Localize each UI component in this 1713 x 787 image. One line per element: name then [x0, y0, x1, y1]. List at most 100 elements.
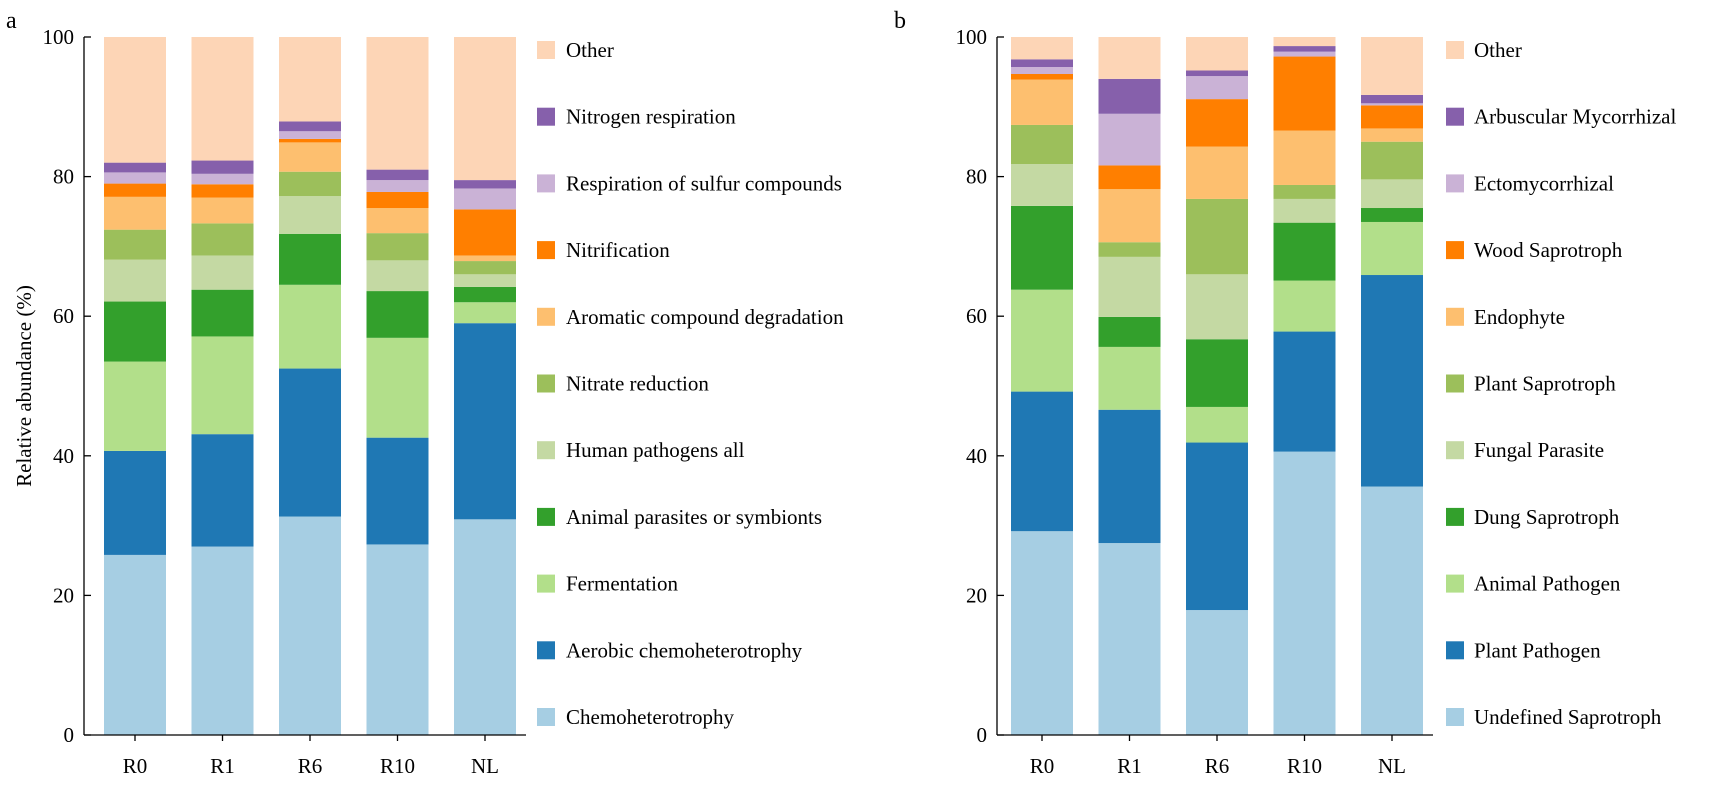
chart-panel-b: b R0 R1 R6 R10 NL 0 20 40 60 80 100 Other Arbuscular … — [894, 8, 1677, 778]
x-tick-label: NL — [1378, 754, 1406, 778]
bar-segment-r0-plant-pathogen — [1011, 391, 1073, 532]
bar-segment-r6-endophyte — [1186, 146, 1248, 199]
bar-segment-r6-arbuscular-mycorrhizal — [1186, 70, 1248, 77]
y-tick-label: 20 — [966, 583, 987, 607]
bar-segment-nl-wood-saprotroph — [1361, 105, 1423, 129]
y-tick-label: 60 — [966, 304, 987, 328]
bar-segment-r6-chemoheterotrophy — [279, 516, 341, 735]
legend-swatch — [1446, 241, 1464, 260]
bar-segment-r1-endophyte — [1098, 189, 1161, 243]
bar-segment-r0-aromatic-compound-degradation — [104, 196, 166, 230]
bar-segment-nl-other — [1361, 37, 1423, 95]
y-tick-label: 0 — [977, 723, 988, 747]
legend-label: Nitrate reduction — [566, 372, 709, 396]
legend-swatch — [537, 708, 555, 726]
bar-segment-r0-wood-saprotroph — [1011, 73, 1073, 80]
bar-segment-r10-wood-saprotroph — [1273, 56, 1336, 131]
bar-segment-nl-aromatic-compound-degradation — [454, 255, 516, 262]
y-tick-label: 20 — [53, 583, 74, 607]
legend-label: Nitrification — [566, 238, 670, 262]
bar-segment-nl-endophyte — [1361, 128, 1423, 142]
bar-segment-r10-aerobic-chemoheterotrophy — [366, 437, 429, 545]
x-tick-label: R6 — [1205, 754, 1230, 778]
legend-label: Plant Saprotroph — [1474, 372, 1616, 396]
bar-segment-r0-undefined-saprotroph — [1011, 531, 1073, 735]
panel-letter: a — [6, 8, 17, 34]
bar-segment-r0-human-pathogens-all — [104, 259, 166, 302]
bar-segment-r10-aromatic-compound-degradation — [366, 208, 429, 234]
bar-segment-nl-ectomycorrhizal — [1361, 103, 1423, 106]
bar-segment-r10-arbuscular-mycorrhizal — [1273, 46, 1336, 52]
bar-segment-r1-plant-pathogen — [1098, 409, 1161, 544]
bar-segment-r10-ectomycorrhizal — [1273, 51, 1336, 57]
legend-swatch — [537, 574, 555, 593]
x-tick-label: R0 — [1030, 754, 1055, 778]
x-tick-label: R10 — [1287, 754, 1322, 778]
x-tick-label: R0 — [123, 754, 148, 778]
bar-segment-nl-plant-saprotroph — [1361, 141, 1423, 180]
bar-segment-nl-undefined-saprotroph — [1361, 486, 1423, 735]
bar-segment-r0-nitrification — [104, 183, 166, 197]
bar-segment-nl-human-pathogens-all — [454, 274, 516, 287]
bar-segment-r6-other — [279, 37, 341, 122]
bar-segment-r10-plant-saprotroph — [1273, 184, 1336, 199]
legend-label: Human pathogens all — [566, 438, 745, 462]
legend-label: Fungal Parasite — [1474, 438, 1604, 462]
legend-swatch — [537, 107, 555, 126]
bar-segment-nl-chemoheterotrophy — [454, 519, 516, 735]
bar-segment-nl-nitrogen-respiration — [454, 180, 516, 189]
legend-swatch — [1446, 641, 1464, 660]
bar-segment-r10-nitrification — [366, 191, 429, 209]
bar-segment-r10-dung-saprotroph — [1273, 222, 1336, 281]
bar-segment-r6-animal-parasites-or-symbionts — [279, 233, 341, 285]
y-tick-label: 100 — [43, 25, 75, 49]
bar-segment-r10-nitrogen-respiration — [366, 169, 429, 181]
legend-label: Arbuscular Mycorrhizal — [1474, 105, 1677, 129]
bar-segment-nl-aerobic-chemoheterotrophy — [454, 323, 516, 520]
legend-label: Other — [566, 38, 614, 62]
legend-swatch — [537, 41, 555, 59]
bar-segment-r6-ectomycorrhizal — [1186, 76, 1248, 100]
bar-segment-nl-arbuscular-mycorrhizal — [1361, 94, 1423, 104]
bar-segment-r0-animal-pathogen — [1011, 289, 1073, 392]
bar-segment-r10-animal-pathogen — [1273, 280, 1336, 332]
bar-segment-r0-dung-saprotroph — [1011, 205, 1073, 290]
y-tick-label: 60 — [53, 304, 74, 328]
legend-swatch — [537, 441, 555, 460]
legend-label: Respiration of sulfur compounds — [566, 171, 842, 195]
bar-segment-r0-ectomycorrhizal — [1011, 67, 1073, 74]
legend-swatch — [1446, 307, 1464, 326]
bar-segment-r0-respiration-of-sulfur-compounds — [104, 172, 166, 184]
bar-segment-r1-dung-saprotroph — [1098, 316, 1161, 347]
bar-segment-r10-other — [1273, 37, 1336, 47]
y-tick-label: 100 — [956, 25, 988, 49]
y-tick-label: 0 — [64, 723, 75, 747]
bar-segment-r1-chemoheterotrophy — [191, 546, 254, 735]
y-tick-label: 80 — [53, 165, 74, 189]
bar-segment-nl-animal-parasites-or-symbionts — [454, 286, 516, 303]
bar-segment-r6-undefined-saprotroph — [1186, 610, 1248, 735]
bar-segment-nl-nitrate-reduction — [454, 261, 516, 275]
bar-segment-r6-fermentation — [279, 284, 341, 369]
bar-segment-r1-aerobic-chemoheterotrophy — [191, 434, 254, 547]
bar-segment-r6-other — [1186, 37, 1248, 71]
bar-segment-r6-wood-saprotroph — [1186, 99, 1248, 147]
legend-swatch — [1446, 441, 1464, 460]
bar-segment-r6-respiration-of-sulfur-compounds — [279, 131, 341, 139]
bar-segment-r1-nitrification — [191, 184, 254, 198]
legend-label: Ectomycorrhizal — [1474, 171, 1614, 195]
bar-segment-r1-other — [191, 37, 254, 161]
legend-swatch — [1446, 507, 1464, 526]
bar-segment-r0-chemoheterotrophy — [104, 554, 166, 735]
bar-segment-r1-nitrate-reduction — [191, 223, 254, 256]
bar-segment-r0-fungal-parasite — [1011, 164, 1073, 206]
bar-segment-r6-fungal-parasite — [1186, 274, 1248, 340]
bar-segment-nl-nitrification — [454, 209, 516, 256]
bar-segment-nl-other — [454, 37, 516, 181]
legend-label: Aerobic chemoheterotrophy — [566, 638, 803, 662]
bar-segment-r1-plant-saprotroph — [1098, 242, 1161, 257]
bar-segment-r0-arbuscular-mycorrhizal — [1011, 59, 1073, 68]
legend-swatch — [1446, 41, 1464, 59]
bar-segment-nl-animal-pathogen — [1361, 221, 1423, 276]
